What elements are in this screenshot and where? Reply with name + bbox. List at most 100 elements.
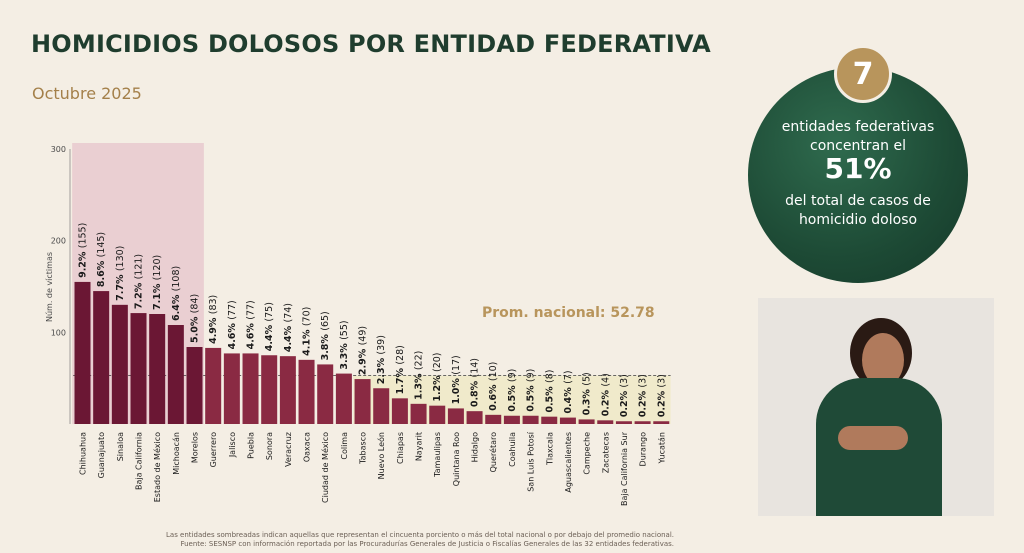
page-subtitle: Octubre 2025 <box>32 84 142 103</box>
bar-value-label: 0.2% (3) <box>619 374 630 417</box>
bar <box>522 415 539 424</box>
bar <box>167 325 184 424</box>
bar <box>597 420 614 424</box>
callout-badge: 7 <box>834 45 892 103</box>
bar-value-label: 0.2% (3) <box>638 374 649 417</box>
category-label: Durango <box>639 432 648 467</box>
bar <box>205 347 222 424</box>
y-tick-label: 100 <box>51 328 66 337</box>
category-label: Guanajuato <box>97 432 106 478</box>
bar <box>261 355 278 424</box>
callout-line-4: homicidio doloso <box>798 212 918 228</box>
category-label: Colima <box>340 432 349 460</box>
bar <box>186 347 203 424</box>
category-label: Veracruz <box>284 432 293 467</box>
bar <box>242 353 259 424</box>
category-label: Ciudad de México <box>320 432 330 503</box>
sign-language-interpreter-video <box>758 298 994 516</box>
bar <box>317 364 334 424</box>
category-label: Hidalgo <box>471 432 480 463</box>
bar-value-label: 4.1% (70) <box>302 307 313 356</box>
y-axis-title: Núm. de víctimas <box>45 252 54 322</box>
category-label: Oaxaca <box>303 432 312 462</box>
callout-line-2: concentran el <box>810 138 906 154</box>
interpreter-hands <box>838 426 908 450</box>
bar-value-label: 9.2% (155) <box>78 223 89 278</box>
bar-value-label: 0.2% (3) <box>656 374 667 417</box>
category-label: Tabasco <box>359 432 368 465</box>
bar-value-label: 0.5% (9) <box>507 369 518 412</box>
bar <box>410 403 427 424</box>
bar <box>615 421 632 424</box>
y-tick-label: 300 <box>51 145 66 154</box>
bar-value-label: 5.0% (84) <box>190 294 201 343</box>
bar-value-label: 4.6% (77) <box>246 300 257 349</box>
category-label: Coahuila <box>508 432 517 467</box>
category-label: Nuevo León <box>376 432 386 479</box>
bar <box>634 421 651 424</box>
category-label: Jalisco <box>228 432 237 458</box>
bar <box>373 388 390 424</box>
bar-chart: 100 200 300 Núm. de víctimas Prom. nacional:… <box>45 143 671 506</box>
bar-value-label: 6.4% (108) <box>171 266 182 321</box>
average-label: Prom. nacional: 52.78 <box>482 305 655 321</box>
bar-value-label: 4.9% (83) <box>208 295 219 344</box>
bar <box>223 353 240 424</box>
footnote-shading: Las entidades sombreadas indican aquella… <box>166 531 674 539</box>
category-label: Baja California <box>135 432 144 490</box>
bar-value-label: 2.3% (39) <box>376 335 387 384</box>
bar-value-label: 8.6% (145) <box>96 232 107 287</box>
bar-value-label: 4.6% (77) <box>227 300 238 349</box>
bar-value-label: 1.0% (17) <box>451 355 462 404</box>
category-label: Zacatecas <box>601 432 610 473</box>
category-label: Campeche <box>583 432 592 475</box>
bar <box>130 313 147 424</box>
bar <box>503 415 520 424</box>
bar-value-label: 7.1% (120) <box>152 255 163 310</box>
bar <box>279 356 296 424</box>
category-label: Quintana Roo <box>452 432 461 486</box>
bar-value-label: 0.2% (4) <box>600 373 611 416</box>
bar <box>391 398 408 424</box>
callout-line-1: entidades federativas <box>781 119 935 135</box>
category-label: San Luis Potosí <box>527 431 536 492</box>
callout-percentage: 51% <box>824 152 892 185</box>
bar <box>541 416 558 424</box>
bar-value-label: 0.4% (7) <box>563 370 574 413</box>
category-label: Yucatán <box>657 432 666 464</box>
bar <box>578 419 595 424</box>
bar <box>485 414 502 424</box>
footnote-source: Fuente: SESNSP con información reportada… <box>180 540 674 548</box>
callout-circle <box>748 67 968 283</box>
bar-value-label: 3.8% (65) <box>320 311 331 360</box>
bar-value-label: 0.8% (14) <box>470 358 481 407</box>
bar <box>111 304 128 424</box>
bar <box>354 379 371 424</box>
bar <box>74 281 91 424</box>
bar <box>447 408 464 424</box>
category-label: Estado de México <box>152 432 162 502</box>
bar <box>93 291 110 424</box>
bar-value-label: 0.5% (9) <box>526 369 537 412</box>
bar-value-label: 2.9% (49) <box>358 326 369 375</box>
category-label: Sonora <box>265 432 274 460</box>
category-label: Guerrero <box>209 432 218 467</box>
page-title: HOMICIDIOS DOLOSOS POR ENTIDAD FEDERATIV… <box>31 30 711 58</box>
bar-value-label: 7.2% (121) <box>134 254 145 309</box>
category-label: Morelos <box>191 432 200 463</box>
bar-value-label: 1.7% (28) <box>395 345 406 394</box>
bar <box>466 411 483 424</box>
callout-line-3: del total de casos de <box>785 193 931 209</box>
bar-value-label: 4.4% (75) <box>264 302 275 351</box>
category-label: Chiapas <box>396 432 405 464</box>
bar <box>653 421 670 424</box>
category-label: Puebla <box>247 432 256 459</box>
bar-value-label: 0.6% (10) <box>488 362 499 411</box>
bar-value-label: 1.2% (20) <box>432 352 443 401</box>
bar-value-label: 0.5% (8) <box>544 370 555 413</box>
bar-value-label: 0.3% (5) <box>582 372 593 415</box>
bar <box>559 417 576 424</box>
bar-value-label: 3.3% (55) <box>339 320 350 369</box>
bar <box>149 314 166 424</box>
bar-value-label: 7.7% (130) <box>115 246 126 301</box>
